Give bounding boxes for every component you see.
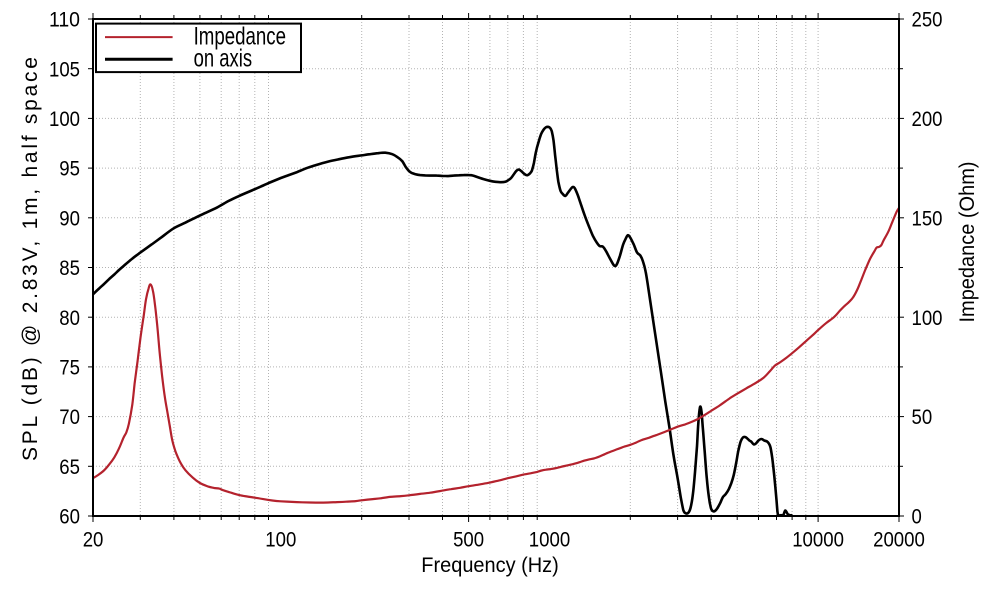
- svg-text:85: 85: [59, 257, 80, 280]
- svg-text:95: 95: [59, 158, 80, 181]
- svg-text:60: 60: [59, 506, 80, 529]
- svg-text:70: 70: [59, 406, 80, 429]
- svg-text:1000: 1000: [529, 529, 570, 552]
- svg-text:100: 100: [49, 108, 80, 131]
- svg-text:65: 65: [59, 456, 80, 479]
- svg-text:100: 100: [265, 529, 296, 552]
- svg-text:50: 50: [912, 406, 933, 429]
- svg-text:105: 105: [49, 58, 80, 81]
- svg-text:250: 250: [912, 9, 943, 32]
- svg-text:Frequency (Hz): Frequency (Hz): [421, 554, 559, 577]
- svg-text:110: 110: [49, 9, 80, 32]
- svg-text:0: 0: [912, 506, 922, 529]
- svg-text:80: 80: [59, 307, 80, 330]
- svg-text:200: 200: [912, 108, 943, 131]
- svg-text:90: 90: [59, 207, 80, 230]
- svg-text:500: 500: [453, 529, 484, 552]
- svg-text:Impedance (Ohm): Impedance (Ohm): [956, 162, 979, 323]
- svg-text:on axis: on axis: [194, 45, 253, 73]
- svg-text:150: 150: [912, 207, 943, 230]
- svg-text:20: 20: [83, 529, 104, 552]
- svg-text:Impedance: Impedance: [194, 23, 286, 51]
- svg-text:20000: 20000: [873, 529, 925, 552]
- svg-text:10000: 10000: [792, 529, 844, 552]
- svg-text:100: 100: [912, 307, 943, 330]
- svg-text:75: 75: [59, 357, 80, 380]
- svg-text:SPL (dB) @ 2.83V, 1m, half spa: SPL (dB) @ 2.83V, 1m, half space: [19, 57, 42, 461]
